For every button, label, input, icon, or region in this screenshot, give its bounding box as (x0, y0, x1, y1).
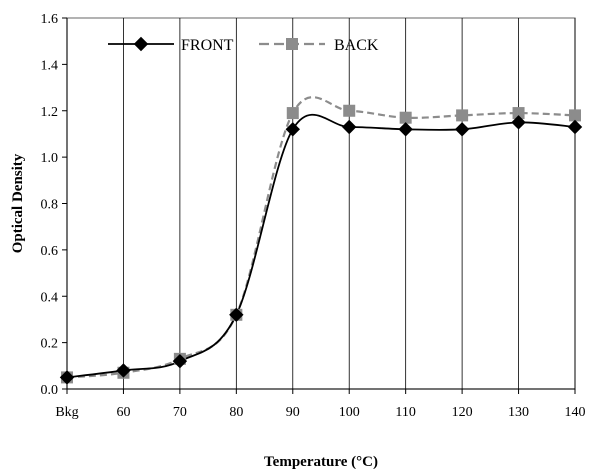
x-tick-label: 110 (395, 405, 415, 420)
x-tick-label: 70 (173, 405, 187, 420)
y-tick-label: 1.4 (41, 58, 59, 73)
y-axis: 0.0 0.2 0.4 0.6 0.8 1.0 1.2 1.4 1.6 (41, 12, 68, 398)
x-tick-label: 130 (508, 405, 529, 420)
y-tick-label: 0.2 (41, 337, 59, 352)
x-axis: Bkg 60 70 80 90 100 110 120 130 140 (55, 389, 585, 420)
legend-label-front: FRONT (181, 37, 234, 54)
data-point-back (344, 105, 355, 116)
data-point-back (400, 112, 411, 123)
y-tick-label: 0.8 (41, 198, 59, 213)
y-axis-title: Optical Density (10, 153, 26, 253)
x-tick-label: Bkg (55, 405, 78, 420)
x-tick-label: 120 (452, 405, 473, 420)
x-tick-label: 140 (565, 405, 586, 420)
x-tick-label: 80 (229, 405, 243, 420)
y-tick-label: 0.4 (41, 290, 59, 305)
plot-border (67, 18, 575, 389)
x-tick-label: 90 (286, 405, 300, 420)
y-tick-label: 0.6 (41, 244, 59, 259)
x-tick-label: 60 (116, 405, 130, 420)
data-point-back (457, 110, 468, 121)
x-tick-label: 100 (339, 405, 360, 420)
y-tick-label: 1.2 (41, 105, 59, 120)
legend-marker-back (287, 39, 298, 50)
y-tick-label: 1.0 (41, 151, 59, 166)
plot-area (67, 18, 575, 389)
data-point-back (287, 108, 298, 119)
y-tick-label: 1.6 (41, 12, 59, 27)
legend-label-back: BACK (334, 37, 379, 54)
y-tick-label: 0.0 (41, 383, 59, 398)
data-point-back (570, 110, 581, 121)
x-axis-title: Temperature (°C) (264, 454, 378, 469)
